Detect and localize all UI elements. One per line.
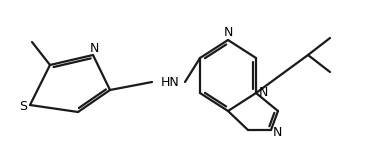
- Text: N: N: [258, 86, 268, 98]
- Text: HN: HN: [161, 76, 180, 89]
- Text: N: N: [223, 27, 233, 39]
- Text: N: N: [272, 125, 282, 139]
- Text: S: S: [19, 100, 27, 114]
- Text: N: N: [89, 42, 99, 55]
